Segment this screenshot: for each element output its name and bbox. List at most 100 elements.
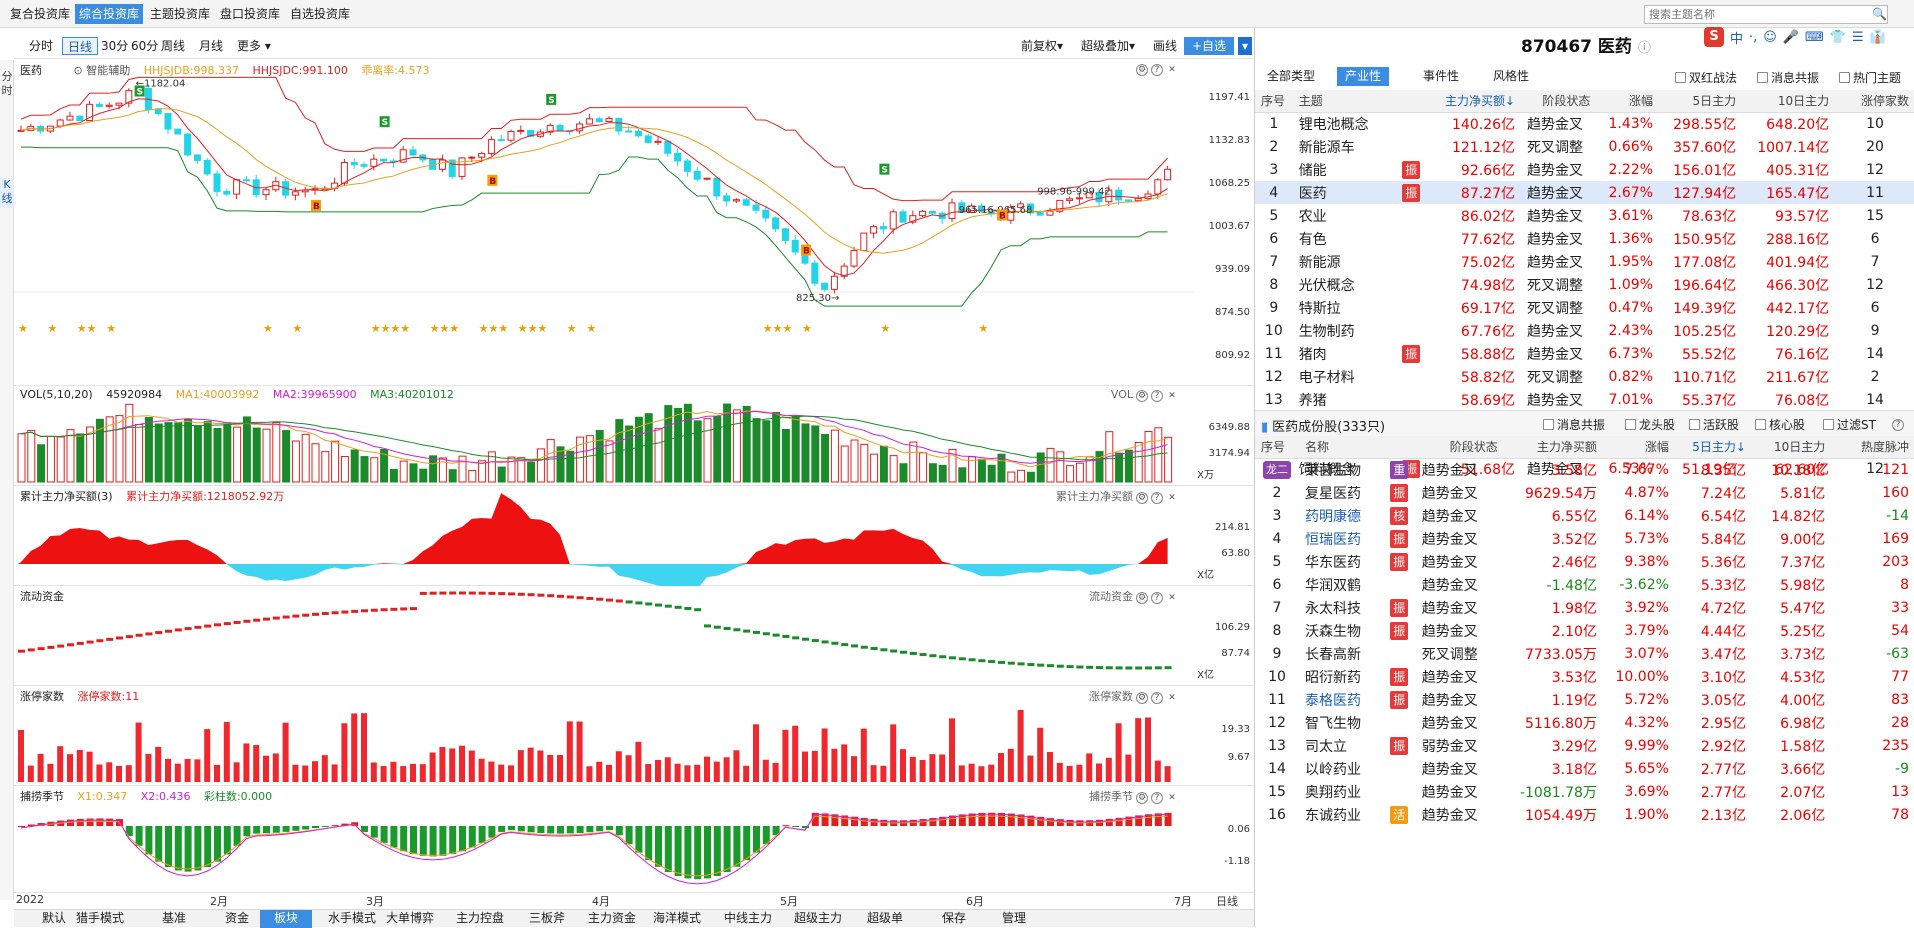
check-active[interactable]: 活跃股: [1689, 416, 1739, 433]
add-watchlist-button[interactable]: +自选: [1184, 37, 1235, 55]
column-header[interactable]: 5日主力: [1659, 90, 1743, 113]
template-tab[interactable]: 超级单: [866, 911, 903, 925]
stock-name[interactable]: 长春高新: [1305, 646, 1362, 663]
stock-name[interactable]: 药明康德: [1305, 508, 1362, 525]
close-icon[interactable]: ✕: [1168, 65, 1176, 75]
theme-row[interactable]: 1 锂电池概念 140.26亿 趋势金叉 1.43% 298.55亿 648.20亿 10: [1255, 112, 1914, 135]
sogou-icon[interactable]: S: [1704, 27, 1724, 47]
info-icon[interactable]: ⓘ: [1637, 41, 1651, 56]
theme-row[interactable]: 12 电子材料 58.82亿 死叉调整 0.82% 110.71亿 211.67亿 2: [1255, 365, 1914, 388]
template-tab[interactable]: 管理: [1001, 911, 1026, 925]
check-hot-theme[interactable]: 热门主题: [1839, 69, 1901, 86]
mic-icon[interactable]: 🎤: [1782, 29, 1800, 45]
tab-event[interactable]: 事件性: [1423, 69, 1460, 83]
theme-row[interactable]: 7 新能源 75.02亿 趋势金叉 1.95% 177.08亿 401.94亿 7: [1255, 250, 1914, 273]
column-header[interactable]: 5日主力↓: [1674, 436, 1752, 459]
stock-name[interactable]: 以岭药业: [1305, 761, 1362, 778]
collapse-icon[interactable]: ▮: [1261, 420, 1269, 435]
watchlist-dropdown[interactable]: ▾: [1238, 37, 1253, 55]
check-filter-st[interactable]: 过滤ST: [1823, 416, 1876, 433]
stock-name[interactable]: 华东医药: [1305, 554, 1362, 571]
overlay-dropdown[interactable]: 超级叠加▾: [1081, 39, 1136, 53]
fishing-season-panel[interactable]: 捕捞季节 X1:0.347 X2:0.436 彩柱数:0.000 捕捞季节 ⚙? ✕…: [14, 786, 1254, 893]
column-header[interactable]: [1394, 90, 1428, 113]
theme-row[interactable]: 8 光伏概念 74.98亿 死叉调整 1.09% 196.64亿 466.30亿 12: [1255, 273, 1914, 296]
template-tab[interactable]: 默认: [41, 911, 66, 925]
help-icon[interactable]: ?: [1151, 692, 1163, 704]
template-tab[interactable]: 资金: [224, 911, 249, 925]
period-monthly[interactable]: 月线: [199, 39, 224, 53]
volume-chart[interactable]: [14, 386, 1254, 486]
checkbox[interactable]: [1543, 419, 1554, 430]
template-tab[interactable]: 大单博弈: [385, 911, 434, 925]
stock-row[interactable]: 9 长春高新 死叉调整 7733.05万 3.07% 3.47亿 3.73亿 -63: [1255, 642, 1914, 665]
check-news[interactable]: 消息共振: [1543, 416, 1605, 433]
column-header[interactable]: 10日主力: [1751, 436, 1832, 459]
template-tab[interactable]: 三板斧: [528, 911, 565, 925]
limit-up-chart[interactable]: [14, 686, 1254, 786]
stock-name[interactable]: 莱茵生物: [1305, 462, 1362, 479]
stock-row[interactable]: 4 恒瑞医药 振趋势金叉 3.52亿 5.73% 5.84亿 9.00亿 169: [1255, 527, 1914, 550]
help-icon[interactable]: ?: [1151, 592, 1163, 604]
period-weekly[interactable]: 周线: [161, 39, 186, 53]
adjust-dropdown[interactable]: 前复权▾: [1021, 39, 1064, 53]
stock-row[interactable]: 6 华润双鹤 趋势金叉 -1.48亿 -3.62% 5.33亿 5.98亿 8: [1255, 573, 1914, 596]
column-header[interactable]: 热度脉冲: [1831, 436, 1914, 459]
kline-chart[interactable]: ←1182.04 825.30→ 998.96-999.42 965.16-965.6…: [14, 60, 1254, 386]
nav-custom[interactable]: 自选投资库: [290, 7, 351, 21]
settings-icon[interactable]: ⚙: [1136, 64, 1148, 76]
checkbox[interactable]: [1755, 419, 1766, 430]
close-icon[interactable]: ✕: [1168, 693, 1176, 703]
theme-row[interactable]: 6 有色 77.62亿 趋势金叉 1.36% 150.95亿 288.16亿 6: [1255, 227, 1914, 250]
stock-name[interactable]: 复星医药: [1305, 485, 1362, 502]
period-60m[interactable]: 60分: [131, 39, 159, 53]
draw-line-button[interactable]: 画线: [1153, 39, 1178, 53]
stock-row[interactable]: 12 智飞生物 趋势金叉 5116.80万 4.32% 2.95亿 6.98亿 28: [1255, 711, 1914, 734]
column-header[interactable]: 主力净买额↓: [1427, 90, 1522, 113]
stock-row[interactable]: 13 司太立 振弱势金叉 3.29亿 9.99% 2.92亿 1.58亿 235: [1255, 734, 1914, 757]
nav-theme[interactable]: 主题投资库: [150, 7, 211, 21]
emoji-icon[interactable]: ☺: [1763, 29, 1777, 45]
close-icon[interactable]: ✕: [1168, 391, 1176, 401]
template-tab[interactable]: 猎手模式: [75, 911, 124, 925]
checkbox[interactable]: [1675, 72, 1686, 83]
theme-row[interactable]: 9 特斯拉 69.17亿 死叉调整 0.47% 149.39亿 442.17亿 6: [1255, 296, 1914, 319]
settings-icon[interactable]: ⚙: [1136, 492, 1148, 504]
liquidity-panel[interactable]: 流动资金 流动资金 ⚙? ✕ 106.29 87.74 X亿: [14, 586, 1254, 686]
tab-style[interactable]: 风格性: [1493, 69, 1530, 83]
checkbox[interactable]: [1625, 419, 1636, 430]
tab-industry[interactable]: 产业性: [1337, 67, 1390, 86]
check-core[interactable]: 核心股: [1755, 416, 1805, 433]
search-icon[interactable]: 🔍: [1872, 7, 1887, 21]
stock-name[interactable]: 沃森生物: [1305, 623, 1362, 640]
limit-up-panel[interactable]: 涨停家数 涨停家数:11 涨停家数 ⚙? ✕ 19.33 9.67: [14, 686, 1254, 786]
column-header[interactable]: 涨停家数: [1835, 90, 1914, 113]
kline-panel[interactable]: ←1182.04 825.30→ 998.96-999.42 965.16-965.6…: [14, 60, 1254, 386]
check-leader[interactable]: 龙头股: [1625, 416, 1675, 433]
column-header[interactable]: 涨幅: [1596, 90, 1659, 113]
template-tab[interactable]: 水手模式: [327, 911, 376, 925]
help-icon[interactable]: ?: [1151, 492, 1163, 504]
punctuation-icon[interactable]: ·,: [1749, 29, 1758, 45]
column-header[interactable]: 10日主力: [1742, 90, 1836, 113]
column-header[interactable]: 序号: [1255, 90, 1293, 113]
stock-row[interactable]: 15 奥翔药业 趋势金叉 -1081.78万 3.69% 2.77亿 2.07亿 13: [1255, 780, 1914, 803]
skin-icon[interactable]: 👕: [1829, 29, 1846, 45]
theme-row[interactable]: 3 储能 振 92.66亿 趋势金叉 2.22% 156.01亿 405.31亿 12: [1255, 158, 1914, 181]
nav-composite[interactable]: 复合投资库: [10, 7, 71, 21]
template-tab[interactable]: 超级主力: [793, 911, 842, 925]
template-tab[interactable]: 中线主力: [723, 911, 772, 925]
column-header[interactable]: 涨幅: [1602, 436, 1675, 459]
stock-name[interactable]: 昭衍新药: [1305, 669, 1362, 686]
theme-row[interactable]: 2 新能源车 121.12亿 死叉调整 0.66% 357.60亿 1007.14亿 20: [1255, 135, 1914, 158]
tab-timeshare[interactable]: 分时: [1, 70, 13, 97]
close-icon[interactable]: ✕: [1168, 593, 1176, 603]
help-icon[interactable]: ?: [1151, 64, 1163, 76]
settings-icon[interactable]: ⚙: [1136, 692, 1148, 704]
template-tab[interactable]: 海洋模式: [652, 911, 701, 925]
settings-icon[interactable]: ⚙: [1136, 390, 1148, 402]
keyboard-icon[interactable]: ⌨: [1805, 29, 1824, 45]
stock-name[interactable]: 泰格医药: [1305, 692, 1362, 709]
chinese-mode-icon[interactable]: 中: [1730, 31, 1744, 47]
stock-row[interactable]: 龙二 莱茵生物重趋势金叉 3.58亿 7.67% 8.35亿 10.18亿 121: [1255, 458, 1914, 481]
